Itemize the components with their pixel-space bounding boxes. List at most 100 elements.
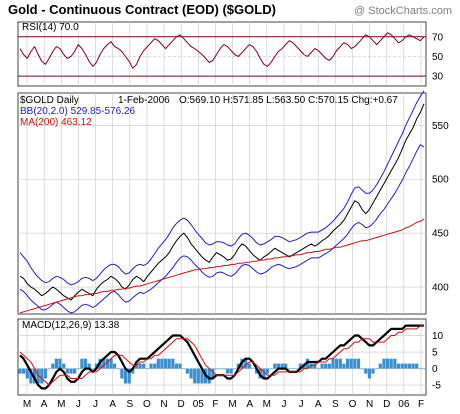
histogram-bar bbox=[327, 363, 331, 369]
histogram-bar bbox=[211, 368, 215, 379]
histogram-bar bbox=[94, 363, 98, 369]
x-tick-label: M bbox=[263, 399, 271, 410]
x-tick-label: O bbox=[143, 399, 151, 410]
histogram-bar bbox=[418, 368, 422, 370]
histogram-bar bbox=[346, 358, 350, 369]
histogram-bar bbox=[291, 368, 295, 370]
histogram-bar bbox=[29, 368, 33, 384]
histogram-bar bbox=[54, 358, 58, 369]
histogram-bar bbox=[102, 358, 106, 369]
macd-tick-labels: -5 0 5 10 bbox=[432, 331, 444, 392]
price-panel: $GOLD Daily 1-Feb-2006 O:569.10 H:571.85… bbox=[17, 90, 449, 315]
x-tick-label: N bbox=[366, 399, 373, 410]
y-tick-label: 450 bbox=[432, 229, 449, 240]
histogram-bar bbox=[91, 368, 95, 370]
histogram-bar bbox=[316, 368, 321, 370]
price-symbol-label: $GOLD Daily bbox=[20, 95, 79, 106]
histogram-bar bbox=[280, 363, 284, 369]
price-ohlc-label: O:569.10 H:571.85 L:563.50 C:570.15 Chg:… bbox=[179, 95, 398, 106]
histogram-bar bbox=[25, 368, 29, 379]
histogram-bar bbox=[389, 358, 393, 369]
series-line-ma-200- bbox=[19, 218, 425, 314]
histogram-bar bbox=[367, 368, 371, 379]
histogram-bar bbox=[185, 368, 189, 374]
histogram-bar bbox=[422, 368, 426, 370]
histogram-bar bbox=[335, 358, 339, 369]
series-line-bb-lower bbox=[19, 144, 425, 314]
histogram-bar bbox=[65, 368, 69, 374]
histogram-bar bbox=[233, 368, 237, 370]
histogram-bar bbox=[225, 368, 230, 374]
histogram-bar bbox=[375, 368, 379, 370]
series-line-signal bbox=[19, 325, 424, 386]
histogram-bar bbox=[33, 368, 37, 384]
histogram-bar bbox=[218, 368, 222, 370]
series-line-bb-upper bbox=[19, 90, 425, 286]
x-tick-label: F bbox=[418, 399, 424, 410]
histogram-bar bbox=[338, 358, 342, 369]
histogram-bar bbox=[182, 368, 186, 370]
histogram-bar bbox=[171, 358, 175, 369]
x-tick-label: J bbox=[299, 399, 304, 410]
histogram-bar bbox=[207, 368, 211, 384]
macd-panel: MACD(12,26,9) 13.38 -5 0 5 10 bbox=[17, 318, 444, 396]
histogram-bar bbox=[174, 363, 179, 369]
price-lines bbox=[19, 90, 425, 314]
histogram-bar bbox=[331, 358, 335, 369]
price-grid bbox=[18, 93, 426, 314]
macd-lines bbox=[19, 324, 424, 390]
x-tick-label: 05 bbox=[193, 399, 205, 410]
histogram-bar bbox=[265, 368, 270, 374]
histogram-bar bbox=[276, 363, 280, 369]
y-tick-label: 10 bbox=[432, 331, 444, 342]
histogram-bar bbox=[353, 358, 357, 369]
histogram-bar bbox=[22, 368, 26, 374]
histogram-bar bbox=[236, 363, 240, 369]
rsi-label: RSI(14) 70.0 bbox=[22, 22, 79, 33]
histogram-bar bbox=[43, 368, 48, 379]
histogram-bar bbox=[305, 358, 310, 369]
rsi-frame bbox=[17, 21, 427, 87]
chart-title: Gold - Continuous Contract (EOD) ($GOLD) bbox=[8, 2, 276, 17]
y-tick-label: 400 bbox=[432, 283, 449, 294]
histogram-bar bbox=[244, 358, 248, 369]
histogram-bar bbox=[153, 363, 157, 369]
y-tick-label: 5 bbox=[432, 348, 438, 359]
histogram-bar bbox=[284, 363, 288, 369]
histogram-bar bbox=[407, 363, 411, 369]
histogram-bar bbox=[58, 358, 62, 369]
x-tick-label: F bbox=[212, 399, 218, 410]
histogram-bar bbox=[255, 368, 259, 374]
histogram-bar bbox=[40, 368, 44, 384]
histogram-bar bbox=[51, 363, 55, 369]
y-tick-label: 0 bbox=[432, 364, 438, 375]
bollinger-label: BB(20,2.0) 529.85-576.26 bbox=[20, 106, 136, 117]
histogram-bar bbox=[145, 368, 149, 370]
histogram-bar bbox=[247, 363, 251, 369]
x-tick-label: M bbox=[57, 399, 65, 410]
histogram-bar bbox=[229, 368, 233, 374]
series-line-rsi-14- bbox=[19, 32, 425, 69]
histogram-bar bbox=[105, 358, 109, 369]
histogram-bar bbox=[320, 363, 324, 369]
histogram-bar bbox=[411, 363, 415, 369]
histogram-bar bbox=[109, 358, 113, 369]
histogram-bar bbox=[415, 363, 419, 369]
y-tick-label: 550 bbox=[432, 121, 449, 132]
x-tick-label: S bbox=[332, 399, 339, 410]
x-tick-label: J bbox=[93, 399, 98, 410]
histogram-bar bbox=[160, 358, 164, 369]
histogram-bar bbox=[222, 368, 226, 370]
histogram-bar bbox=[156, 358, 160, 369]
histogram-bar bbox=[69, 368, 73, 374]
histogram-bar bbox=[251, 368, 255, 370]
x-tick-label: A bbox=[109, 399, 116, 410]
histogram-bar bbox=[386, 358, 390, 369]
x-tick-label: 06 bbox=[398, 399, 410, 410]
rsi-panel: RSI(14) 70.0 30 50 70 bbox=[17, 21, 444, 87]
x-tick-label: N bbox=[160, 399, 167, 410]
histogram-bar bbox=[378, 363, 382, 369]
histogram-bar bbox=[120, 368, 124, 379]
